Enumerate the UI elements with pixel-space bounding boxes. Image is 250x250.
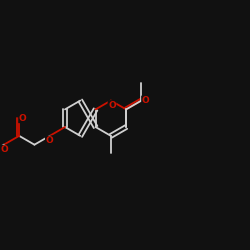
Text: O: O [142, 96, 150, 105]
Text: O: O [108, 100, 116, 110]
Text: O: O [0, 145, 8, 154]
Text: O: O [19, 114, 26, 123]
Text: O: O [46, 136, 53, 145]
